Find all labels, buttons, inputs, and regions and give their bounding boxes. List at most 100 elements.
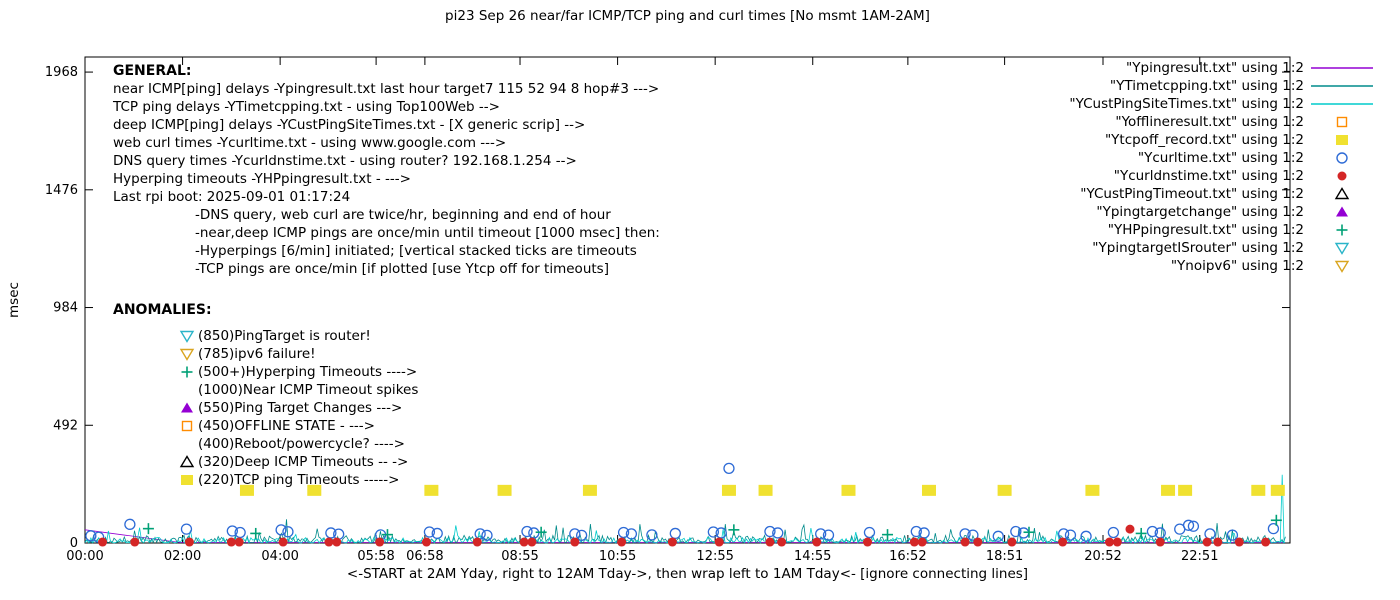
series-5 (98, 524, 1271, 547)
y-axis-label: msec (6, 282, 22, 318)
x-tick-label: 16:52 (889, 549, 926, 564)
anomalies-notes: ANOMALIES: (850)PingTarget is router! (78… (113, 301, 418, 489)
chart-legend: "Ypingresult.txt" using 1:2 "YTimetcpping… (1069, 59, 1374, 275)
anomaly-label: (850)PingTarget is router! (198, 328, 371, 344)
square-open-icon (1336, 116, 1348, 128)
tri-down-open-icon (179, 348, 195, 361)
general-line: Last rpi boot: 2025-09-01 01:17:24 (113, 189, 351, 205)
no-marker (178, 382, 196, 398)
legend-item: "YTimetcpping.txt" using 1:2 (1069, 77, 1374, 95)
general-line: deep ICMP[ping] delays -YCustPingSiteTim… (113, 117, 586, 133)
series-1 (84, 519, 1286, 544)
square-filled-icon (181, 475, 193, 485)
anomaly-label: (1000)Near ICMP Timeout spikes (198, 382, 419, 398)
y-tick-label: 984 (53, 301, 78, 316)
anomaly-item: (400)Reboot/powercycle? ----> (178, 435, 418, 453)
series-6 (142, 514, 1282, 541)
square-filled-icon (1336, 135, 1348, 145)
triangle-filled-icon (1336, 206, 1348, 217)
y-tick-label: 492 (53, 418, 78, 433)
anomalies-heading: ANOMALIES: (113, 302, 212, 318)
legend-label: "Ytcpoff_record.txt" using 1:2 (1104, 132, 1304, 148)
general-line: -Hyperpings [6/min] initiated; [vertical… (195, 243, 637, 259)
tri-down-open-icon (1334, 242, 1350, 255)
general-line: Hyperping timeouts -YHPpingresult.txt - … (113, 171, 411, 187)
legend-item: "YHPpingresult.txt" using 1:2 (1069, 221, 1374, 239)
legend-label: "YpingtargetISrouter" using 1:2 (1092, 240, 1304, 256)
x-tick-label: 05:58 (357, 549, 394, 564)
legend-item: "Ypingresult.txt" using 1:2 (1069, 59, 1374, 77)
series-4 (85, 462, 1280, 543)
general-line: -DNS query, web curl are twice/hr, begin… (195, 207, 611, 223)
x-tick-label: 10:55 (599, 549, 636, 564)
legend-item: "Ynoipv6" using 1:2 (1069, 257, 1374, 275)
circle-filled-icon (1337, 171, 1347, 181)
x-tick-label: 18:51 (986, 549, 1023, 564)
general-notes: GENERAL: near ICMP[ping] delays -Ypingre… (113, 62, 660, 278)
legend-label: "YTimetcpping.txt" using 1:2 (1109, 78, 1304, 94)
anomaly-item: (1000)Near ICMP Timeout spikes (178, 381, 418, 399)
legend-label: "Ycurltime.txt" using 1:2 (1137, 150, 1304, 166)
legend-label: "Ypingtargetchange" using 1:2 (1096, 204, 1304, 220)
anomaly-label: (785)ipv6 failure! (198, 346, 316, 362)
plus-icon (181, 366, 193, 378)
legend-item: "Ytcpoff_record.txt" using 1:2 (1069, 131, 1374, 149)
legend-label: "Ynoipv6" using 1:2 (1170, 258, 1304, 274)
line-icon (1311, 85, 1373, 87)
general-line: -near,deep ICMP pings are once/min until… (195, 225, 660, 241)
anomaly-label: (320)Deep ICMP Timeouts -- -> (198, 454, 409, 470)
no-marker (178, 436, 196, 452)
x-tick-label: 20:52 (1084, 549, 1121, 564)
plus-icon (1336, 224, 1348, 236)
general-line: TCP ping delays -YTimetcpping.txt - usin… (113, 99, 500, 115)
triangle-open-icon (1334, 187, 1350, 200)
general-line: DNS query times -Ycurldnstime.txt - usin… (113, 153, 577, 169)
x-tick-label: 14:55 (794, 549, 831, 564)
anomaly-item: (550)Ping Target Changes ---> (178, 399, 418, 417)
legend-label: "YCustPingSiteTimes.txt" using 1:2 (1069, 96, 1304, 112)
legend-item: "Ycurltime.txt" using 1:2 (1069, 149, 1374, 167)
legend-item: "YCustPingSiteTimes.txt" using 1:2 (1069, 95, 1374, 113)
tri-down-open-icon (179, 330, 195, 343)
general-line: web curl times -Ycurltime.txt - using ww… (113, 135, 507, 151)
triangle-open-icon (179, 455, 195, 468)
legend-item: "YCustPingTimeout.txt" using 1:2 (1069, 185, 1374, 203)
series-3 (239, 484, 1285, 496)
anomaly-label: (450)OFFLINE STATE - ---> (198, 418, 375, 434)
anomaly-label: (400)Reboot/powercycle? ----> (198, 436, 405, 452)
anomaly-item: (850)PingTarget is router! (178, 327, 418, 345)
anomaly-item: (785)ipv6 failure! (178, 345, 418, 363)
legend-item: "YpingtargetISrouter" using 1:2 (1069, 239, 1374, 257)
square-open-icon (181, 420, 193, 432)
legend-label: "Yofflineresult.txt" using 1:2 (1115, 114, 1304, 130)
x-tick-label: 22:51 (1181, 549, 1218, 564)
tri-down-open-icon (1334, 260, 1350, 273)
general-line: near ICMP[ping] delays -Ypingresult.txt … (113, 81, 660, 97)
line-icon (1311, 103, 1373, 105)
general-line: -TCP pings are once/min [if plotted [use… (195, 261, 609, 277)
anomaly-item: (450)OFFLINE STATE - ---> (178, 417, 418, 435)
anomaly-items: (850)PingTarget is router! (785)ipv6 fail… (178, 327, 418, 489)
x-axis-label: <-START at 2AM Yday, right to 12AM Tday-… (346, 566, 1029, 582)
legend-item: "Yofflineresult.txt" using 1:2 (1069, 113, 1374, 131)
triangle-filled-icon (181, 402, 193, 413)
general-heading: GENERAL: (113, 63, 192, 79)
anomaly-item: (320)Deep ICMP Timeouts -- -> (178, 453, 418, 471)
anomaly-label: (500+)Hyperping Timeouts ----> (198, 364, 418, 380)
x-tick-label: 04:00 (261, 549, 298, 564)
legend-label: "YHPpingresult.txt" using 1:2 (1107, 222, 1304, 238)
legend-label: "Ypingresult.txt" using 1:2 (1126, 60, 1304, 76)
anomaly-label: (220)TCP ping Timeouts -----> (198, 472, 400, 488)
legend-label: "Ycurldnstime.txt" using 1:2 (1113, 168, 1304, 184)
line-icon (1311, 67, 1373, 69)
x-tick-label: 06:58 (406, 549, 443, 564)
y-tick-label: 1968 (45, 65, 78, 80)
x-tick-label: 00:00 (66, 549, 103, 564)
x-tick-label: 08:55 (501, 549, 538, 564)
legend-item: "Ypingtargetchange" using 1:2 (1069, 203, 1374, 221)
legend-item: "Ycurldnstime.txt" using 1:2 (1069, 167, 1374, 185)
chart-title: pi23 Sep 26 near/far ICMP/TCP ping and c… (445, 8, 930, 24)
general-lines: near ICMP[ping] delays -Ypingresult.txt … (113, 80, 660, 278)
